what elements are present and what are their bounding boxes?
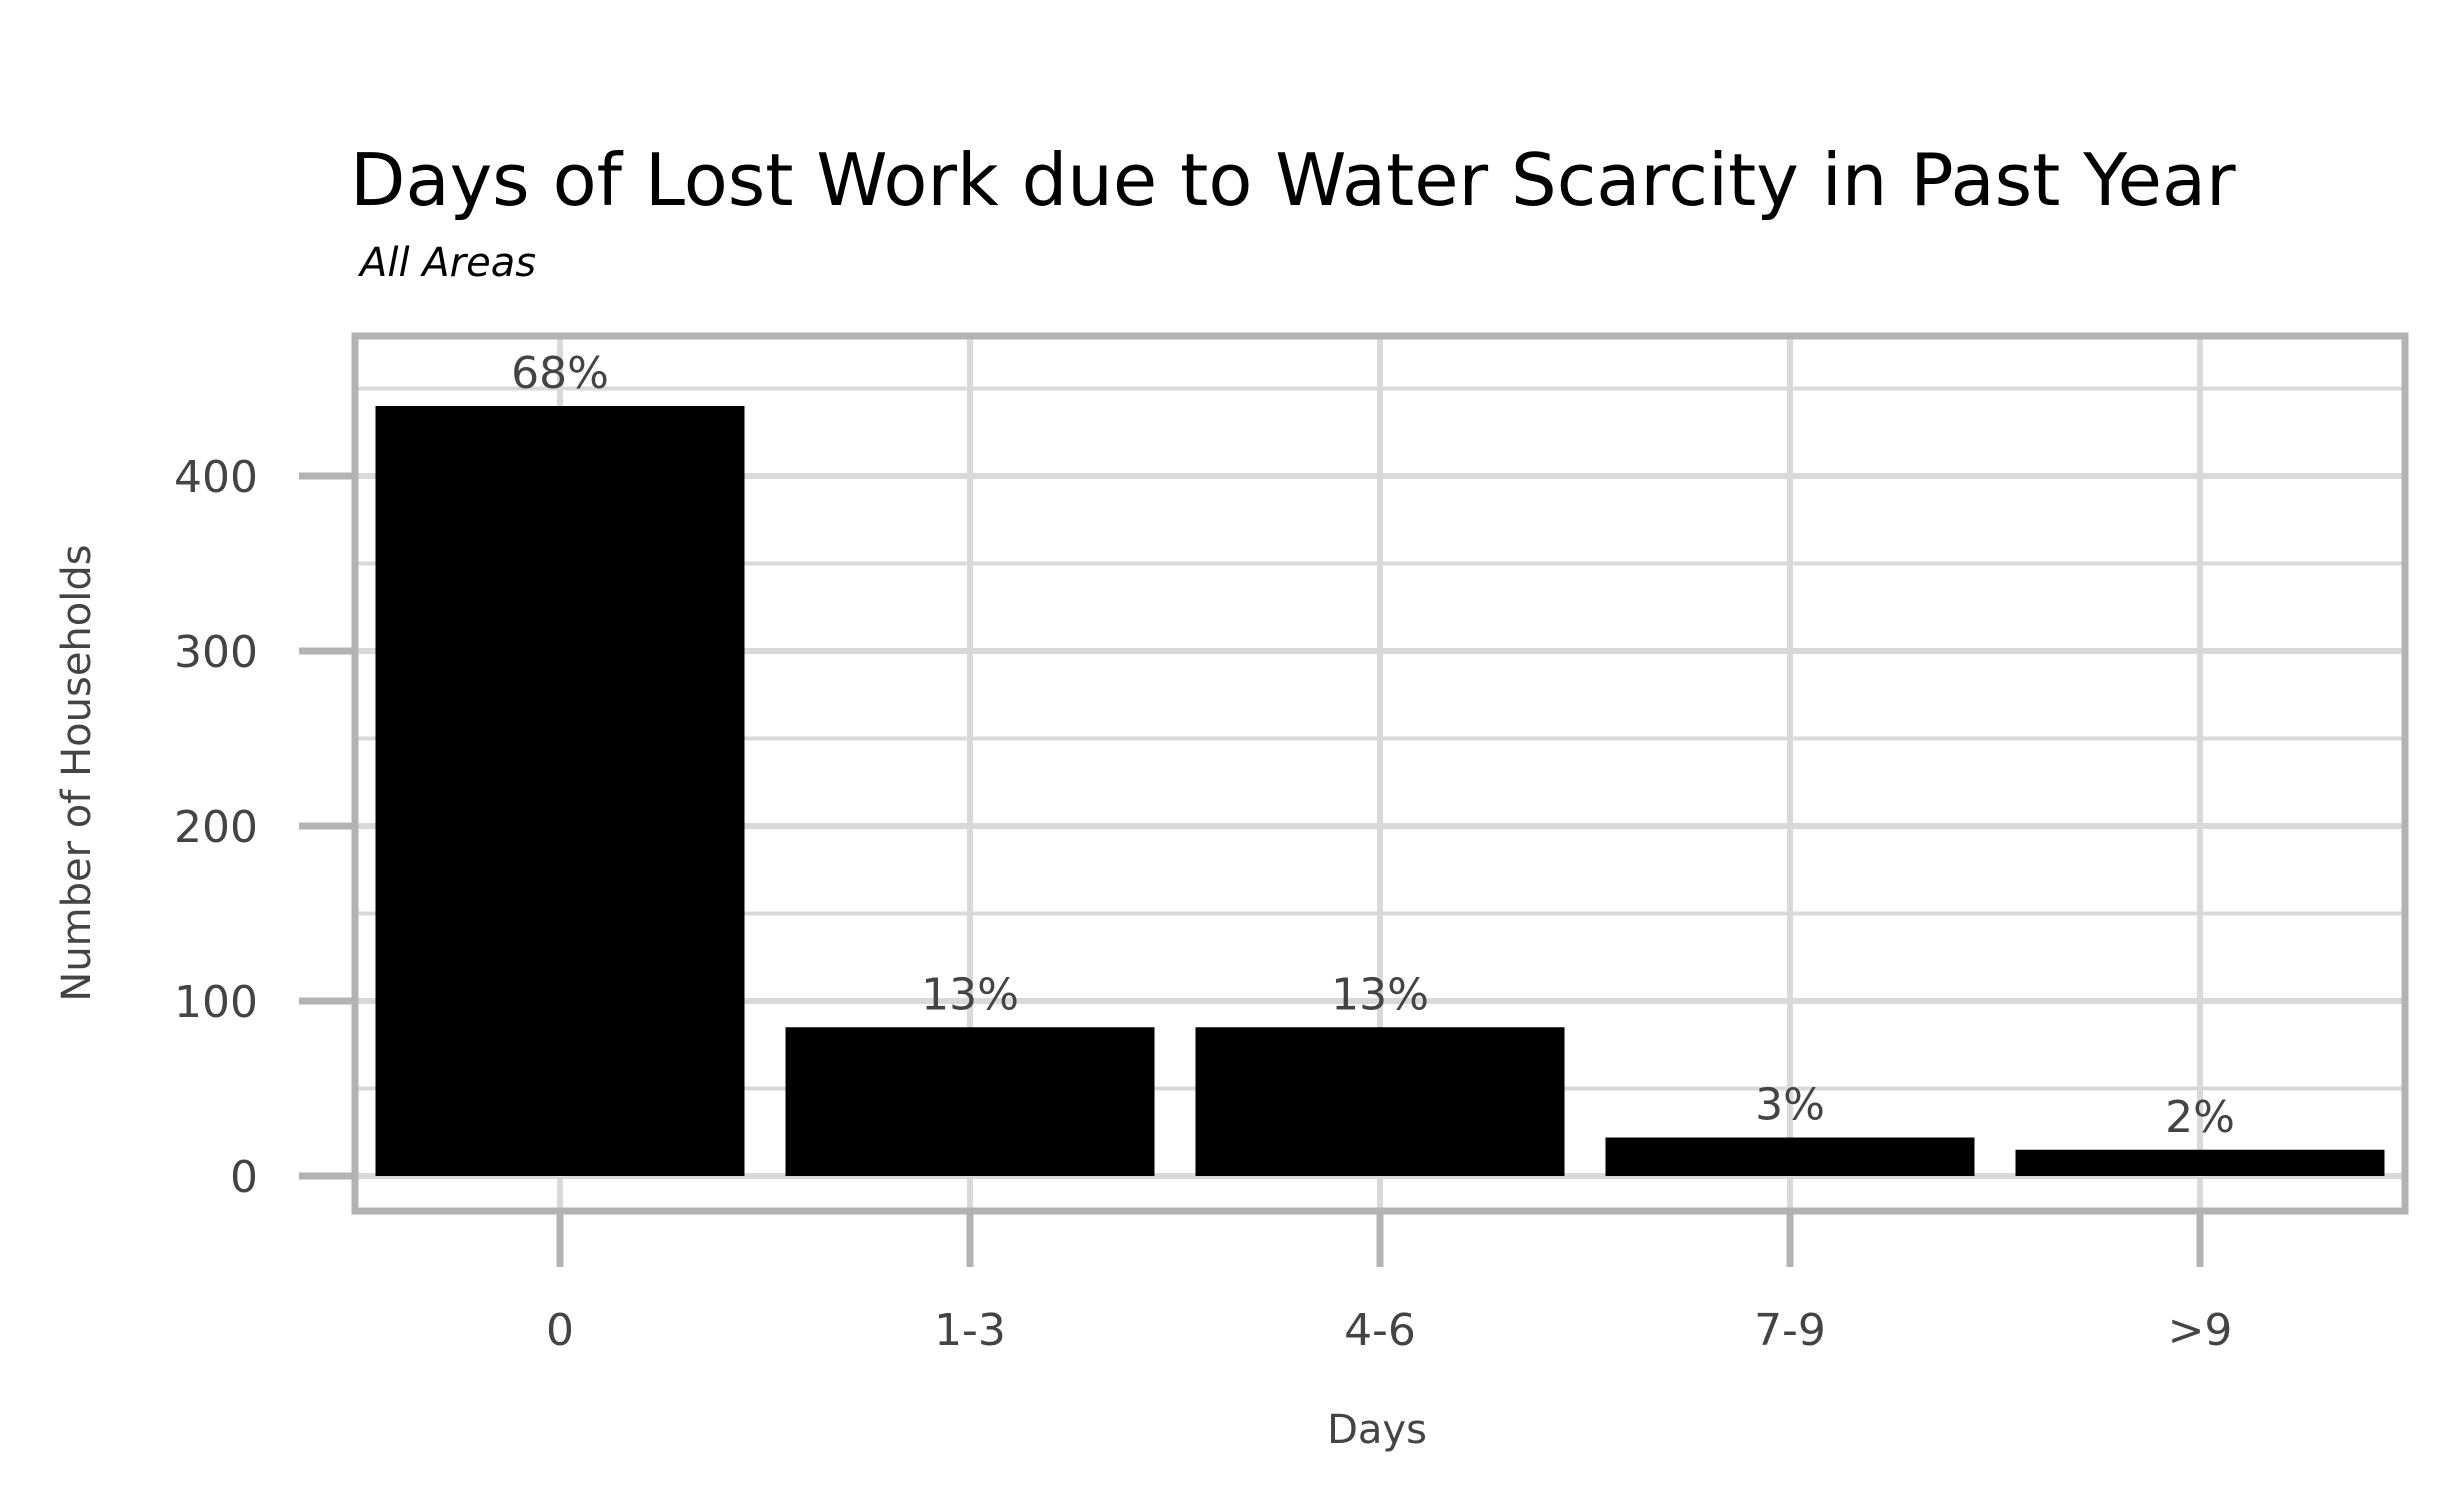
y-tick-label: 200 <box>174 802 258 853</box>
y-tick-label: 0 <box>230 1152 258 1203</box>
y-tick-label: 300 <box>174 627 258 678</box>
bar-1 <box>785 1027 1155 1176</box>
x-tick-label: 1-3 <box>934 1305 1006 1356</box>
bar-3 <box>1605 1137 1975 1176</box>
data-label: 13% <box>1331 969 1429 1020</box>
data-label: 68% <box>511 348 609 399</box>
y-tick-label: 400 <box>174 452 258 503</box>
plot-area: 0 100 200 300 400 0 1-3 4-6 7-9 >9 68% 13% 13% 3% 2% <box>174 332 2409 1356</box>
bar-4 <box>2015 1149 2385 1176</box>
y-tick-label: 100 <box>174 977 258 1028</box>
data-label: 13% <box>921 969 1019 1020</box>
data-label: 3% <box>1755 1080 1825 1131</box>
x-tick-label: 7-9 <box>1754 1305 1826 1356</box>
x-tick-label: 4-6 <box>1344 1305 1416 1356</box>
chart-title: Days of Lost Work due to Water Scarcity … <box>350 138 2236 222</box>
data-label: 2% <box>2165 1092 2235 1143</box>
x-axis-title: Days <box>1327 1407 1427 1453</box>
bar-0 <box>375 406 745 1176</box>
y-axis-title: Number of Households <box>54 544 100 1001</box>
bar-2 <box>1195 1027 1565 1176</box>
chart-subtitle: All Areas <box>357 240 536 286</box>
x-tick-label: >9 <box>2168 1305 2233 1356</box>
x-tick-label: 0 <box>546 1305 574 1356</box>
